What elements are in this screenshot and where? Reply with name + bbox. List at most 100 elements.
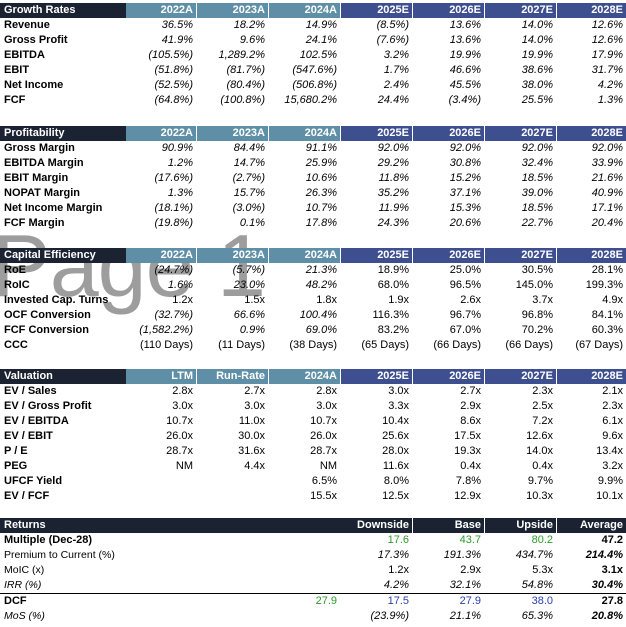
capital-title: Capital Efficiency — [4, 249, 96, 261]
valuation-row: EV / Gross Profit 3.0x 3.0x 3.0x 3.3x 2.9x 2.5… — [0, 399, 626, 414]
profitability-cell: 39.0% — [521, 187, 553, 199]
profitability-col-header: 2027E — [484, 126, 556, 141]
capital-cell: 66.6% — [233, 309, 265, 321]
valuation-cell: 3.0x — [172, 400, 193, 412]
profitability-cell: 92.0% — [591, 142, 623, 154]
capital-row-label: RoE — [4, 264, 26, 276]
growth-cell: (64.8%) — [154, 94, 193, 106]
capital-row-label: CCC — [4, 339, 28, 351]
valuation-cell: 6.1x — [602, 415, 623, 427]
profitability-cell: 11.9% — [378, 202, 409, 214]
returns-col-average: Average — [556, 518, 626, 533]
growth-cell: 2.4% — [383, 79, 409, 91]
capital-col-header: 2025E — [340, 248, 412, 263]
profitability-row-label: Gross Margin — [4, 142, 75, 154]
capital-cell: (1,582.2%) — [139, 324, 193, 336]
capital-cell: 1.5x — [244, 294, 265, 306]
mos-average: 20.8% — [591, 610, 623, 622]
growth-row: Gross Profit 41.9% 9.6% 24.1% (7.6%) 13.6% 14.… — [0, 33, 626, 48]
returns-section: Returns Downside Base Upside Average Mul… — [0, 518, 626, 624]
valuation-row-label: P / E — [4, 445, 28, 457]
capital-row: FCF Conversion (1,582.2%) 0.9% 69.0% 83.2% 67… — [0, 323, 626, 338]
premium-upside: 434.7% — [515, 549, 553, 561]
profitability-row: FCF Margin (19.8%) 0.1% 17.8% 24.3% 20.6% 22.7… — [0, 216, 626, 231]
growth-cell: 45.5% — [449, 79, 481, 91]
capital-row: RoIC 1.6% 23.0% 48.2% 68.0% 96.5% 145.0% 199.3% — [0, 278, 626, 293]
capital-cell: (11 Days) — [218, 339, 265, 351]
profitability-cell: 30.8% — [449, 157, 481, 169]
capital-cell: 70.2% — [521, 324, 553, 336]
valuation-cell: 17.5x — [454, 430, 481, 442]
profitability-cell: 26.3% — [305, 187, 337, 199]
capital-cell: (65 Days) — [361, 339, 409, 351]
capital-cell: 96.7% — [449, 309, 481, 321]
valuation-cell: 26.0x — [310, 430, 337, 442]
capital-cell: 1.9x — [388, 294, 409, 306]
returns-irr-row: IRR (%) 4.2% 32.1% 54.8% 30.4% — [0, 578, 626, 593]
valuation-row: EV / FCF 15.5x 12.5x 12.9x 10.3x 10.1x — [0, 489, 626, 504]
capital-row-label: OCF Conversion — [4, 309, 91, 321]
mos-downside: (23.9%) — [370, 610, 409, 622]
profitability-header-row: Profitability 2022A 2023A 2024A 2025E 20… — [0, 126, 626, 141]
valuation-cell: 6.5% — [311, 475, 337, 487]
profitability-cell: 15.3% — [449, 202, 481, 214]
returns-col-downside: Downside — [357, 519, 409, 531]
profitability-cell: (17.6%) — [154, 172, 193, 184]
growth-col-header: 2028E — [556, 3, 626, 18]
growth-cell: 31.7% — [591, 64, 623, 76]
valuation-cell: 2.7x — [244, 385, 265, 397]
growth-cell: (81.7%) — [226, 64, 265, 76]
moic-average: 3.1x — [601, 564, 623, 576]
growth-col-header: 2026E — [412, 3, 484, 18]
growth-cell: 1.7% — [383, 64, 409, 76]
profitability-cell: (3.0%) — [232, 202, 265, 214]
capital-cell: 67.0% — [449, 324, 481, 336]
profitability-cell: 14.7% — [233, 157, 265, 169]
capital-cell: 100.4% — [299, 309, 337, 321]
profitability-cell: 1.2% — [167, 157, 193, 169]
capital-cell: 2.6x — [460, 294, 481, 306]
growth-cell: (105.5%) — [148, 49, 193, 61]
profitability-row: NOPAT Margin 1.3% 15.7% 26.3% 35.2% 37.1% 39.0… — [0, 186, 626, 201]
capital-cell: 30.5% — [521, 264, 553, 276]
growth-cell: 1,289.2% — [218, 49, 265, 61]
valuation-cell: 13.4x — [596, 445, 623, 457]
valuation-row-label: EV / EBIT — [4, 430, 53, 442]
valuation-cell: 2.7x — [460, 385, 481, 397]
profitability-cell: 11.8% — [378, 172, 409, 184]
valuation-title: Valuation — [4, 370, 53, 382]
irr-average: 30.4% — [591, 579, 623, 591]
capital-cell: 69.0% — [305, 324, 337, 336]
growth-cell: 36.5% — [161, 19, 193, 31]
valuation-cell: 11.6x — [382, 460, 409, 472]
profitability-col-header: 2024A — [268, 126, 340, 141]
profitability-cell: (18.1%) — [154, 202, 193, 214]
valuation-cell — [196, 489, 268, 504]
capital-cell: 116.3% — [372, 309, 410, 321]
irr-upside: 54.8% — [521, 579, 553, 591]
valuation-col-header: 2028E — [556, 369, 626, 384]
capital-row: RoE (24.7%) (5.7%) 21.3% 18.9% 25.0% 30.5% 28.1… — [0, 263, 626, 278]
growth-row: EBIT (51.8%) (81.7%) (547.6%) 1.7% 46.6% 38.6%… — [0, 63, 626, 78]
growth-row-label: EBITDA — [4, 49, 45, 61]
capital-row: Invested Cap. Turns 1.2x 1.5x 1.8x 1.9x 2.6x 3… — [0, 293, 626, 308]
valuation-cell: 10.3x — [526, 490, 553, 502]
returns-premium-row: Premium to Current (%) 17.3% 191.3% 434.… — [0, 548, 626, 563]
valuation-cell: 25.6x — [382, 430, 409, 442]
valuation-cell: 7.2x — [532, 415, 553, 427]
valuation-cell: 3.3x — [388, 400, 409, 412]
valuation-cell: 12.9x — [454, 490, 481, 502]
growth-header-row: Growth Rates 2022A 2023A 2024A 2025E 202… — [0, 3, 626, 18]
capital-cell: 83.2% — [377, 324, 409, 336]
growth-row: EBITDA (105.5%) 1,289.2% 102.5% 3.2% 19.9% 19.… — [0, 48, 626, 63]
irr-base: 32.1% — [449, 579, 481, 591]
profitability-cell: 15.2% — [449, 172, 481, 184]
growth-cell: 14.0% — [521, 34, 553, 46]
capital-cell: (110 Days) — [140, 339, 193, 351]
valuation-cell: 2.8x — [172, 385, 193, 397]
dcf-upside: 38.0 — [531, 595, 553, 607]
capital-cell: (38 Days) — [289, 339, 337, 351]
profitability-cell: 1.3% — [167, 187, 193, 199]
growth-cell: (80.4%) — [226, 79, 265, 91]
valuation-cell: 3.0x — [244, 400, 265, 412]
